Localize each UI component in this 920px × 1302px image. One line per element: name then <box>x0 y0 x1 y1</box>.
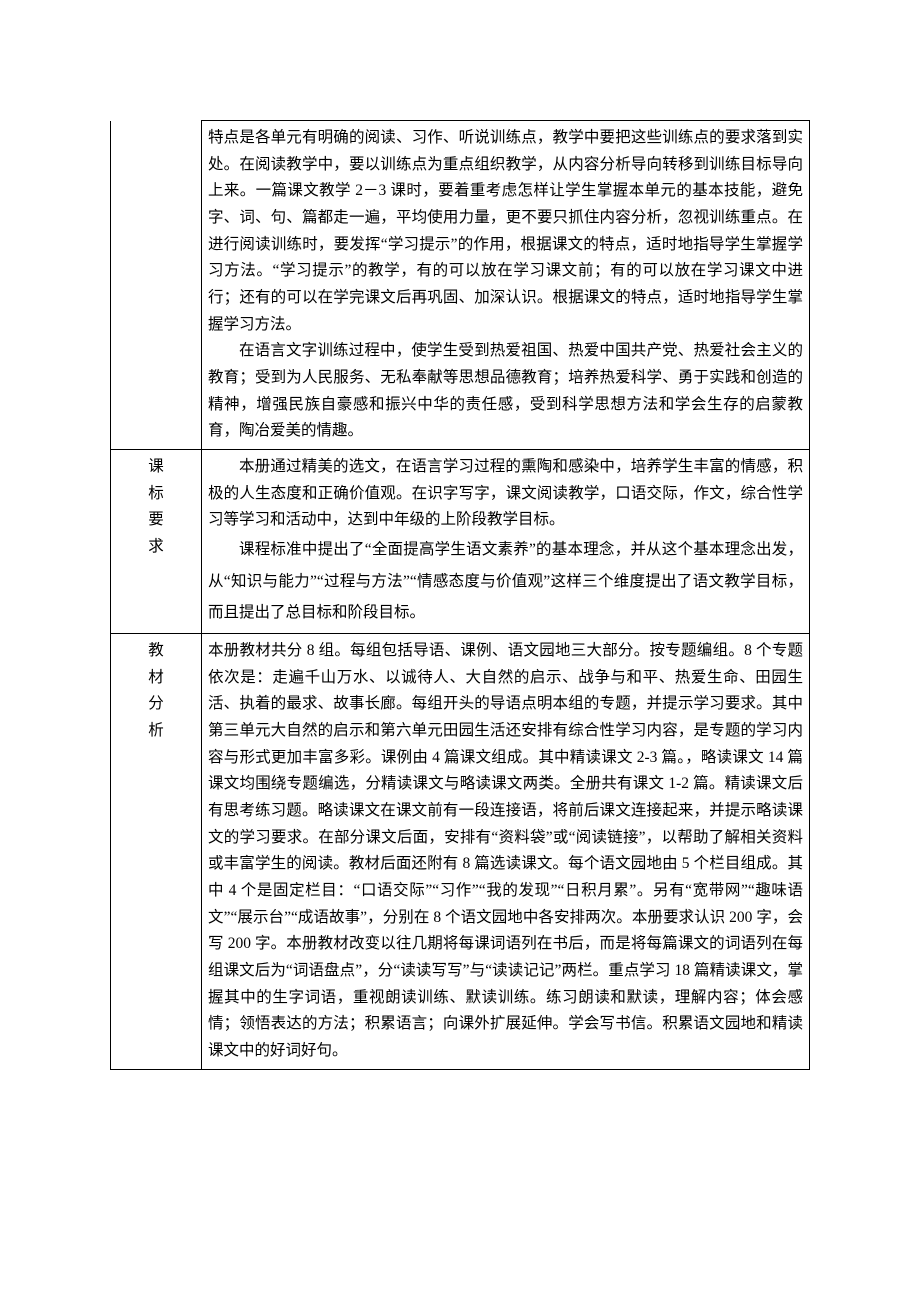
row-content-1: 本册通过精美的选文，在语言学习过程的熏陶和感染中，培养学生丰富的情感，积极的人生… <box>202 449 810 633</box>
row-label-kebiao: 课 标 要 求 <box>111 449 202 633</box>
label-char: 教 <box>117 638 195 665</box>
row-label-empty <box>111 121 202 450</box>
label-char: 求 <box>117 534 195 561</box>
paragraph: 本册通过精美的选文，在语言学习过程的熏陶和感染中，培养学生丰富的情感，积极的人生… <box>208 454 803 534</box>
row-content-2: 本册教材共分 8 组。每组包括导语、课例、语文园地三大部分。按专题编组。8 个专… <box>202 634 810 1070</box>
label-char: 标 <box>117 481 195 508</box>
row-label-jiaocai: 教 材 分 析 <box>111 634 202 1070</box>
page: 特点是各单元有明确的阅读、习作、听说训练点，教学中要把这些训练点的要求落到实处。… <box>0 0 920 1230</box>
paragraph: 在语言文字训练过程中，使学生受到热爱祖国、热爱中国共产党、热爱社会主义的教育；受… <box>208 338 803 445</box>
paragraph: 课程标准中提出了“全面提高学生语文素养”的基本理念，并从这个基本理念出发，从“知… <box>208 534 803 629</box>
document-table: 特点是各单元有明确的阅读、习作、听说训练点，教学中要把这些训练点的要求落到实处。… <box>110 120 810 1070</box>
label-char: 要 <box>117 507 195 534</box>
row-jiaocai: 教 材 分 析 本册教材共分 8 组。每组包括导语、课例、语文园地三大部分。按专… <box>111 634 810 1070</box>
row-continuation: 特点是各单元有明确的阅读、习作、听说训练点，教学中要把这些训练点的要求落到实处。… <box>111 121 810 450</box>
row-content-0: 特点是各单元有明确的阅读、习作、听说训练点，教学中要把这些训练点的要求落到实处。… <box>202 121 810 450</box>
label-char: 析 <box>117 718 195 745</box>
paragraph: 本册教材共分 8 组。每组包括导语、课例、语文园地三大部分。按专题编组。8 个专… <box>208 638 803 1065</box>
paragraph: 特点是各单元有明确的阅读、习作、听说训练点，教学中要把这些训练点的要求落到实处。… <box>208 125 803 338</box>
label-char: 课 <box>117 454 195 481</box>
row-kebiao: 课 标 要 求 本册通过精美的选文，在语言学习过程的熏陶和感染中，培养学生丰富的… <box>111 449 810 633</box>
label-char: 材 <box>117 665 195 692</box>
label-char: 分 <box>117 691 195 718</box>
